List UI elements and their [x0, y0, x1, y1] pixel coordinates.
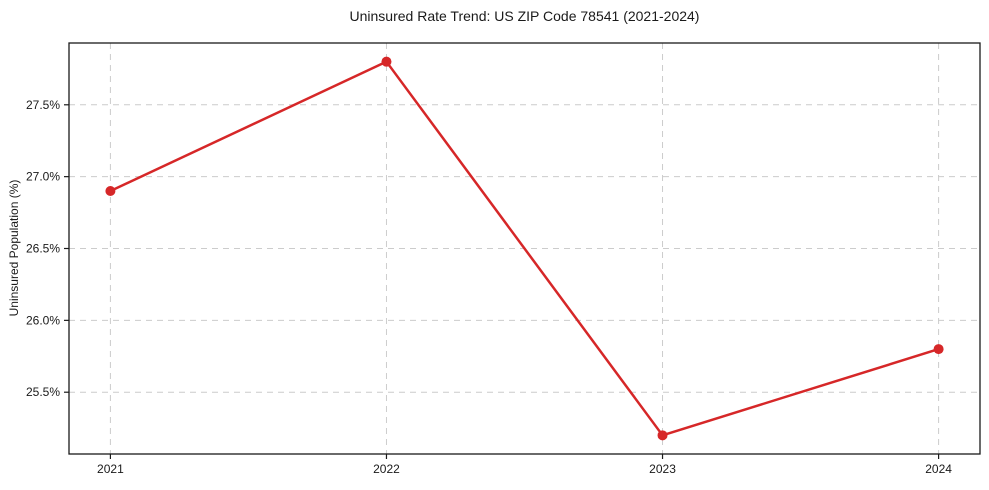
x-tick-label: 2023	[649, 462, 676, 476]
y-tick-label: 26.0%	[26, 313, 60, 327]
data-point-2024	[933, 344, 944, 355]
trend-line	[109, 60, 940, 437]
y-tick-label: 25.5%	[26, 385, 60, 399]
x-tick-label: 2024	[925, 462, 952, 476]
data-point-2023	[657, 430, 668, 441]
chart-title: Uninsured Rate Trend: US ZIP Code 78541 …	[349, 8, 700, 24]
x-tick-label: 2021	[97, 462, 124, 476]
y-tick-label: 27.0%	[26, 170, 60, 184]
y-tick-label: 26.5%	[26, 242, 60, 256]
data-point-2022	[381, 56, 392, 67]
plot-border	[68, 42, 981, 455]
data-point-2021	[105, 186, 116, 197]
x-tick-label: 2022	[373, 462, 400, 476]
y-tick-label: 27.5%	[26, 98, 60, 112]
